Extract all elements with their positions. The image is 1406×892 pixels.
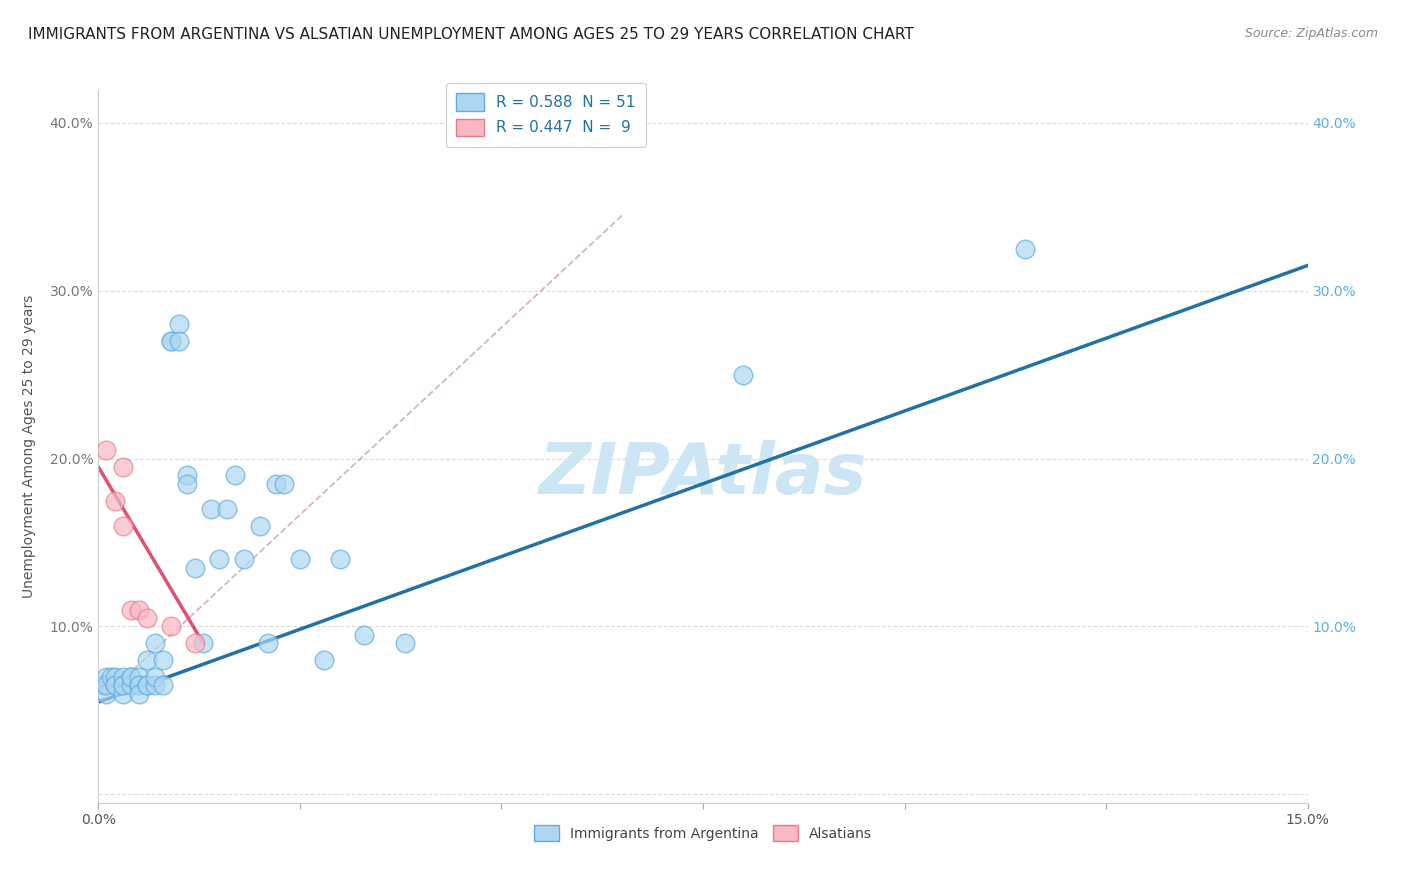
Point: [128, 670, 150, 684]
Point: [152, 653, 174, 667]
Point: [135, 653, 157, 667]
Point: [111, 678, 134, 692]
Point: [200, 502, 222, 516]
Point: [160, 334, 183, 348]
Y-axis label: Unemployment Among Ages 25 to 29 years: Unemployment Among Ages 25 to 29 years: [22, 294, 35, 598]
Point: [224, 468, 246, 483]
Point: [167, 334, 190, 348]
Point: [273, 476, 295, 491]
Point: [152, 678, 174, 692]
Point: [217, 502, 239, 516]
Point: [111, 670, 134, 684]
Point: [394, 636, 416, 650]
Point: [135, 678, 157, 692]
Point: [208, 552, 231, 566]
Point: [96, 678, 118, 692]
Point: [135, 678, 157, 692]
Point: [256, 636, 278, 650]
Point: [111, 518, 134, 533]
Point: [111, 678, 134, 692]
Point: [128, 603, 150, 617]
Point: [100, 670, 122, 684]
Point: [135, 611, 157, 625]
Point: [128, 678, 150, 692]
Point: [120, 603, 142, 617]
Point: [103, 678, 125, 692]
Point: [733, 368, 755, 382]
Point: [143, 678, 166, 692]
Point: [176, 476, 198, 491]
Point: [232, 552, 254, 566]
Point: [120, 670, 142, 684]
Point: [160, 334, 183, 348]
Point: [184, 636, 207, 650]
Point: [111, 687, 134, 701]
Point: [120, 678, 142, 692]
Point: [143, 636, 166, 650]
Point: [103, 678, 125, 692]
Point: [249, 518, 271, 533]
Point: [329, 552, 352, 566]
Point: [264, 476, 287, 491]
Point: [91, 678, 114, 692]
Point: [120, 670, 142, 684]
Point: [128, 687, 150, 701]
Point: [353, 628, 375, 642]
Text: Source: ZipAtlas.com: Source: ZipAtlas.com: [1244, 27, 1378, 40]
Point: [167, 318, 190, 332]
Point: [193, 636, 215, 650]
Point: [314, 653, 336, 667]
Point: [128, 678, 150, 692]
Point: [111, 460, 134, 475]
Point: [184, 560, 207, 574]
Point: [96, 443, 118, 458]
Text: IMMIGRANTS FROM ARGENTINA VS ALSATIAN UNEMPLOYMENT AMONG AGES 25 TO 29 YEARS COR: IMMIGRANTS FROM ARGENTINA VS ALSATIAN UN…: [28, 27, 914, 42]
Point: [1014, 242, 1036, 256]
Point: [143, 670, 166, 684]
Point: [103, 670, 125, 684]
Point: [103, 493, 125, 508]
Point: [96, 670, 118, 684]
Point: [288, 552, 311, 566]
Point: [96, 687, 118, 701]
Point: [176, 468, 198, 483]
Text: ZIPAtlas: ZIPAtlas: [538, 440, 868, 509]
Legend: Immigrants from Argentina, Alsatians: Immigrants from Argentina, Alsatians: [526, 817, 880, 849]
Point: [160, 619, 183, 633]
